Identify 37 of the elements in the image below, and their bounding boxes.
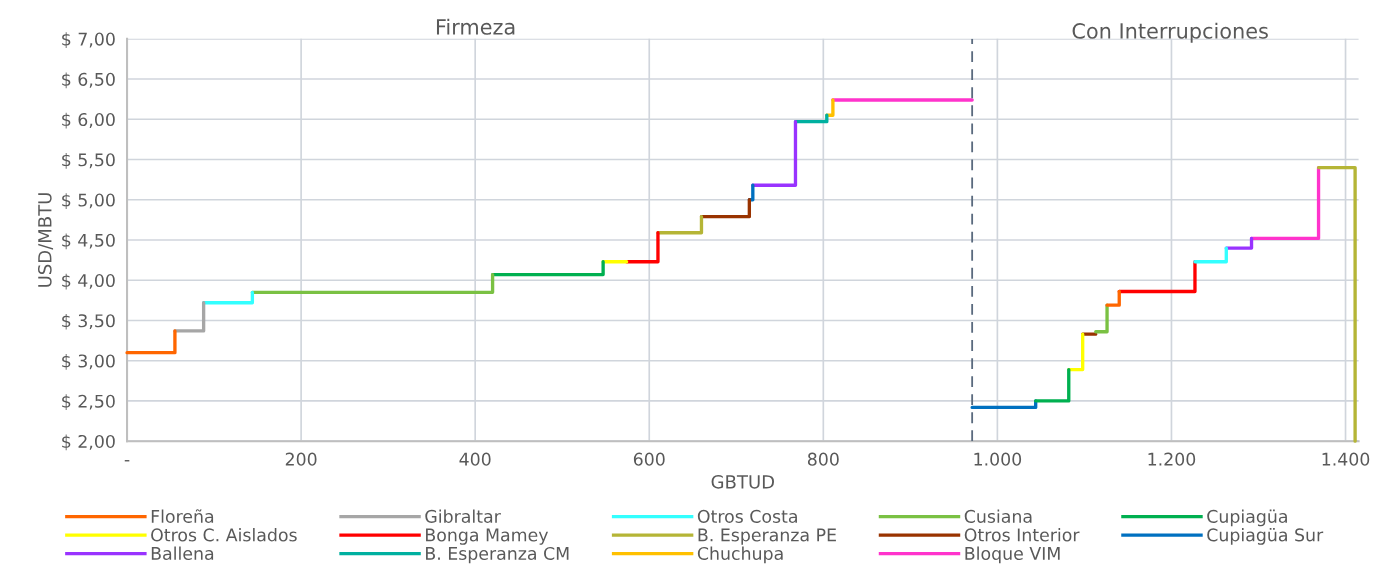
x-tick-label: -: [124, 460, 130, 462]
x-tick-label: 1.200: [1148, 452, 1196, 466]
legend-label: Ballena: [151, 546, 214, 561]
legend-label: Cusiana: [964, 509, 1032, 523]
legend-label: Bonga Mamey: [426, 528, 549, 545]
x-tick-label: 1.000: [974, 452, 1022, 466]
x-tick-label: 400: [459, 452, 491, 466]
y-tick-label: $ 4,50: [62, 233, 115, 250]
y-tick-label: $ 4,00: [62, 273, 115, 290]
y-tick-label: $ 3,50: [62, 313, 115, 330]
x-tick-label: 800: [807, 452, 839, 466]
y-tick-label: $ 6,50: [62, 72, 115, 89]
legend-label: Cupiagüa: [1207, 509, 1287, 527]
legend-label: Floreña: [151, 509, 214, 523]
y-tick-label: $ 2,50: [62, 394, 115, 411]
legend-label: Bloque VIM: [965, 546, 1060, 564]
x-tick-label: 600: [633, 452, 665, 466]
legend-label: Otros C. Aislados: [151, 528, 297, 542]
legend-label: Otros Costa: [697, 509, 797, 523]
legend-label: Gibraltar: [425, 509, 501, 523]
legend-label: Cupiagüa Sur: [1207, 528, 1324, 545]
legend-label: B. Esperanza CM: [426, 546, 569, 564]
text: Firmeza: [436, 18, 515, 35]
annotation: Con Interrupciones: [1072, 22, 1268, 43]
y-tick-label: $ 5,50: [62, 152, 115, 169]
y-tick-label: $ 5,00: [62, 193, 115, 209]
y-tick-label: $ 7,00: [62, 32, 115, 48]
legend-label: Otros Interior: [964, 528, 1080, 542]
y-axis-title: USD/MBTU: [38, 193, 54, 287]
x-tick-label: 200: [285, 452, 317, 466]
x-tick-label: 1.400: [1322, 452, 1370, 466]
x-axis-title: GBTUD: [711, 474, 775, 489]
legend-label: Chuchupa: [697, 546, 783, 564]
y-tick-label: $ 2,00: [62, 434, 115, 451]
y-tick-label: $ 6,00: [62, 112, 115, 129]
legend-label: B. Esperanza PE: [698, 528, 836, 545]
y-tick-label: $ 3,00: [62, 354, 115, 370]
